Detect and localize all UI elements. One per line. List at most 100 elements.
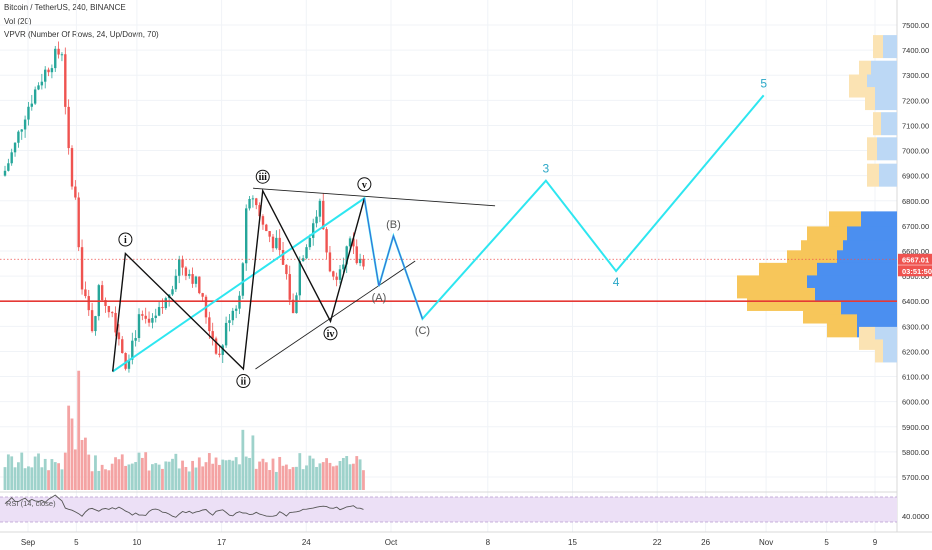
- volume-bar: [355, 456, 359, 490]
- volume-bar: [23, 468, 27, 490]
- time-tick-label: 15: [568, 538, 577, 547]
- vpvr-indicator-label: VPVR (Number Of Rows, 24, Up/Down, 70): [4, 30, 159, 39]
- volume-bar: [134, 462, 138, 490]
- volume-bar: [94, 455, 97, 490]
- volume-bars: [3, 370, 365, 490]
- vpvr-up-bar: [873, 35, 883, 59]
- candle-body: [271, 236, 275, 249]
- price-tick-label: 7500.00: [902, 21, 929, 30]
- triangle-lower-trendline[interactable]: [255, 260, 416, 370]
- last-price-value: 6567.01: [902, 255, 929, 264]
- candle-body: [7, 163, 10, 171]
- candle-body: [211, 331, 214, 339]
- volume-profile: [737, 35, 897, 363]
- volume-bar: [30, 467, 34, 490]
- volume-bar: [60, 469, 64, 490]
- volume-bar: [291, 467, 295, 490]
- volume-bar: [295, 466, 298, 490]
- candle-body: [301, 258, 305, 262]
- price-tick-label: 6900.00: [902, 172, 929, 181]
- candle-body: [198, 276, 201, 294]
- candle-body: [154, 315, 157, 319]
- volume-bar: [204, 462, 208, 490]
- volume-bar: [352, 463, 355, 490]
- triangle-upper-trendline[interactable]: [253, 187, 496, 207]
- volume-bar: [348, 464, 352, 490]
- volume-bar: [318, 463, 322, 490]
- candle-body: [107, 305, 111, 313]
- candle-body: [27, 106, 30, 120]
- volume-bar: [254, 468, 258, 490]
- chart-symbol-title: Bitcoin / TetherUS, 240, BINANCE: [4, 3, 126, 12]
- price-tick-label: 5800.00: [902, 448, 929, 457]
- volume-bar: [27, 466, 30, 490]
- candle-body: [265, 224, 268, 232]
- volume-bar: [191, 460, 194, 490]
- candle-body: [23, 119, 27, 130]
- candle-body: [332, 271, 335, 277]
- candle-body: [261, 216, 265, 225]
- volume-bar: [87, 454, 91, 490]
- candlesticks: [3, 41, 365, 373]
- volume-bar: [358, 459, 362, 490]
- price-tick-label: 7300.00: [902, 71, 929, 80]
- volume-bar: [161, 468, 164, 490]
- candle-body: [147, 318, 151, 323]
- volume-bar: [341, 457, 345, 490]
- volume-bar: [117, 459, 121, 490]
- rsi-line: [4, 494, 364, 518]
- time-tick-label: 10: [132, 538, 141, 547]
- volume-bar: [110, 463, 114, 490]
- volume-bar: [17, 462, 20, 490]
- candle-body: [77, 197, 80, 248]
- abc-correction-path[interactable]: [363, 198, 423, 319]
- candle-body: [241, 263, 245, 296]
- candle-body: [70, 148, 74, 187]
- wave-label-circle: [357, 177, 372, 192]
- candle-body: [20, 129, 23, 132]
- volume-bar: [197, 457, 201, 490]
- impulse-wave-path[interactable]: [112, 188, 366, 372]
- time-tick-label: 9: [873, 538, 878, 547]
- volume-bar: [80, 439, 84, 490]
- price-tick-label: 6600.00: [902, 247, 929, 256]
- candle-body: [298, 261, 301, 296]
- volume-bar: [238, 464, 241, 490]
- candle-body: [10, 152, 13, 164]
- volume-bar: [50, 459, 54, 490]
- volume-bar: [43, 458, 47, 490]
- time-tick-label: 5: [74, 538, 79, 547]
- candle-body: [33, 89, 37, 104]
- candle-body: [178, 259, 181, 276]
- volume-bar: [140, 457, 144, 490]
- vpvr-up-bar: [875, 339, 883, 363]
- candle-body: [362, 258, 365, 267]
- volume-bar: [157, 464, 161, 490]
- vpvr-up-bar: [867, 163, 879, 187]
- candle-body: [141, 314, 144, 316]
- vpvr-down-bar: [883, 339, 897, 363]
- candle-body: [44, 69, 47, 82]
- vpvr-down-bar: [879, 163, 897, 187]
- volume-bar: [171, 458, 174, 490]
- volume-bar: [114, 457, 117, 490]
- candle-body: [348, 238, 352, 247]
- volume-bar: [345, 456, 349, 490]
- candle-body: [288, 274, 291, 300]
- volume-bar: [244, 456, 248, 490]
- candle-body: [194, 276, 198, 284]
- volume-bar: [298, 453, 302, 490]
- candle-body: [295, 295, 298, 314]
- price-tick-label: 6500.00: [902, 272, 929, 281]
- candle-body: [67, 106, 70, 149]
- wave-label-v: v: [362, 180, 367, 191]
- candle-body: [228, 320, 231, 323]
- volume-bar: [218, 464, 221, 490]
- candle-body: [184, 267, 188, 276]
- wave-label-circle: [255, 169, 270, 184]
- time-tick-label: Sep: [21, 538, 36, 547]
- candle-body: [345, 246, 348, 265]
- candle-body: [224, 322, 228, 346]
